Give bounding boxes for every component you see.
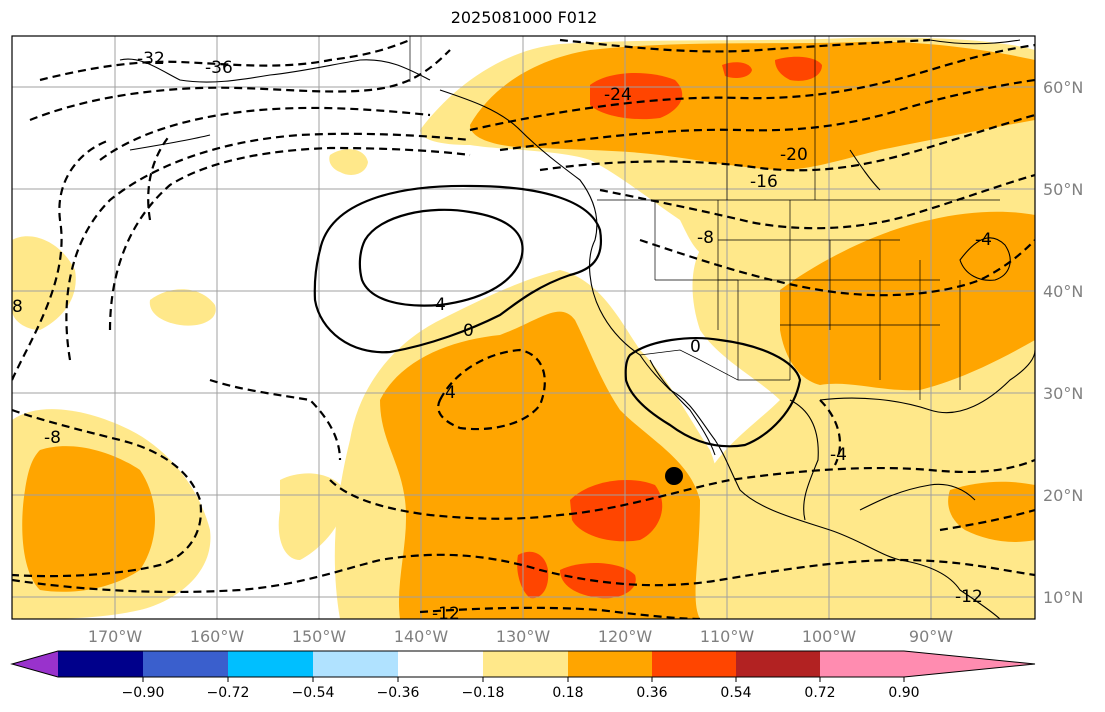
red-field-pacific3 <box>517 551 549 599</box>
colorbar-segment <box>904 651 1035 677</box>
contour-label: 0 <box>690 337 701 357</box>
point-marker <box>665 467 683 485</box>
lat-label: 50°N <box>1043 180 1083 199</box>
map-title: 2025081000 F012 <box>450 8 598 27</box>
colorbar-tick-label: 0.18 <box>552 685 583 701</box>
colorbar-segment <box>820 651 904 677</box>
orange-field-west <box>22 446 155 592</box>
colorbar-tick-label: −0.18 <box>462 685 505 701</box>
red-field-canada <box>590 73 683 120</box>
colorbar-tick-label: −0.36 <box>377 685 420 701</box>
colorbar-tick-label: 0.72 <box>804 685 835 701</box>
contour-label: -24 <box>604 85 632 105</box>
contour-label: -32 <box>137 49 165 69</box>
lat-label: 30°N <box>1043 384 1083 403</box>
lon-label: 90°W <box>909 627 953 646</box>
colorbar-tick-label: −0.90 <box>122 685 165 701</box>
colorbar-tick-label: −0.54 <box>292 685 335 701</box>
lon-label: 100°W <box>802 627 857 646</box>
lon-label: 160°W <box>190 627 245 646</box>
orange-field-east <box>780 211 1035 391</box>
orange-field-south <box>380 311 700 619</box>
red-field-canada2 <box>775 56 822 81</box>
contour-zero-main <box>313 184 603 354</box>
colorbar-segment <box>228 651 313 677</box>
contour-label: -8 <box>697 228 714 248</box>
colorbar-tick-label: 0.54 <box>720 685 751 701</box>
colorbar-segment <box>58 651 143 677</box>
colorbar-segment <box>12 651 58 677</box>
contour-label: -4 <box>830 445 847 465</box>
red-field-canada3 <box>722 62 752 78</box>
colorbar-segment <box>398 651 483 677</box>
lat-label: 10°N <box>1043 588 1083 607</box>
colorbar-segment <box>568 651 652 677</box>
lon-label: 150°W <box>292 627 347 646</box>
orange-field-gulf <box>948 481 1035 542</box>
colorbar: −0.90 −0.72 −0.54 −0.36 −0.18 0.18 0.36 … <box>10 650 1036 701</box>
contour-label: -8 <box>44 428 61 448</box>
colorbar-segment <box>143 651 228 677</box>
contour-label: -20 <box>780 145 808 165</box>
colorbar-segment <box>313 651 398 677</box>
colorbar-tick-label: 0.36 <box>636 685 667 701</box>
contour-label: -12 <box>955 587 983 607</box>
map-border <box>11 35 1036 620</box>
colorbar-tick-label: −0.72 <box>207 685 250 701</box>
light-field-small2 <box>329 149 368 175</box>
contour-label: -4 <box>975 230 992 250</box>
contour-labels: -36 -32 -24 -20 -16 -8 8 4 0 4 -8 0 -4 -… <box>12 49 992 624</box>
contour-zero-mexico <box>624 337 802 448</box>
colorbar-segment <box>736 651 820 677</box>
lat-label: 60°N <box>1043 78 1083 97</box>
shaded-fields <box>12 37 1035 619</box>
lon-label: 140°W <box>394 627 449 646</box>
lat-label: 40°N <box>1043 282 1083 301</box>
lat-label: 20°N <box>1043 486 1083 505</box>
contour-label: 4 <box>445 383 456 403</box>
contour-four-main <box>358 208 524 307</box>
boundaries <box>409 36 1000 400</box>
colorbar-segment <box>652 651 736 677</box>
contour-label: -12 <box>432 604 460 624</box>
orange-field-north <box>470 41 1035 170</box>
coastlines <box>119 39 1035 619</box>
contour-label: -16 <box>750 172 778 192</box>
contour-label: 4 <box>435 295 446 315</box>
longitude-labels: 170°W 160°W 150°W 140°W 130°W 120°W 110°… <box>88 627 953 646</box>
latitude-labels: 60°N 50°N 40°N 30°N 20°N 10°N <box>1043 78 1083 607</box>
colorbar-segment <box>483 651 568 677</box>
lon-label: 130°W <box>496 627 551 646</box>
contour-label: 8 <box>12 297 23 317</box>
lon-label: 120°W <box>598 627 653 646</box>
lon-label: 110°W <box>700 627 755 646</box>
contour-label: -36 <box>205 58 233 78</box>
lon-label: 170°W <box>88 627 143 646</box>
contour-label: 0 <box>463 321 474 341</box>
contours <box>12 38 1035 619</box>
light-field-small1 <box>149 289 216 326</box>
colorbar-tick-label: 0.90 <box>888 685 919 701</box>
